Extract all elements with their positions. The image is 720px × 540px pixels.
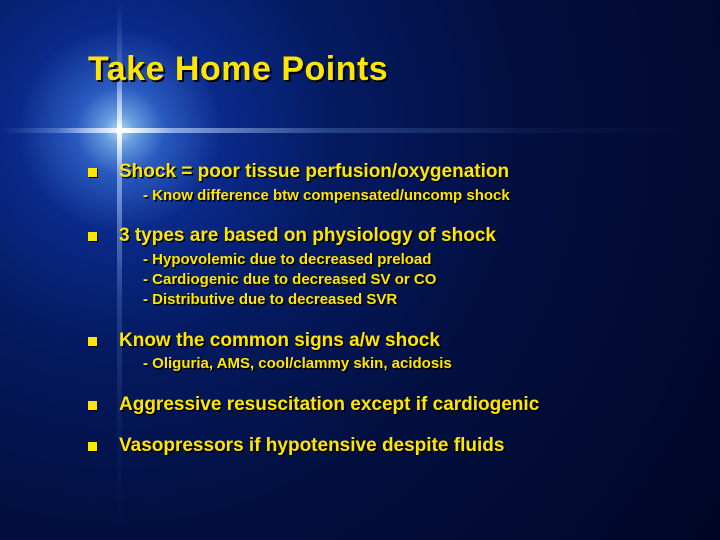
- bullet-square-icon: [88, 337, 97, 346]
- slide: Take Home Points Shock = poor tissue per…: [0, 0, 720, 540]
- bullet-square-icon: [88, 401, 97, 410]
- bullet-item: Aggressive resuscitation except if cardi…: [88, 393, 668, 417]
- sub-bullet: - Know difference btw compensated/uncomp…: [143, 186, 668, 206]
- bullet-text: 3 types are based on physiology of shock: [119, 224, 496, 248]
- bullet-text: Aggressive resuscitation except if cardi…: [119, 393, 539, 417]
- bullet-item: Vasopressors if hypotensive despite flui…: [88, 434, 668, 458]
- slide-body: Shock = poor tissue perfusion/oxygenatio…: [88, 160, 668, 476]
- slide-title: Take Home Points: [88, 50, 388, 89]
- bullet-square-icon: [88, 168, 97, 177]
- bullet-item: Shock = poor tissue perfusion/oxygenatio…: [88, 160, 668, 206]
- bullet-item: 3 types are based on physiology of shock…: [88, 224, 668, 311]
- bullet-text: Vasopressors if hypotensive despite flui…: [119, 434, 504, 458]
- bullet-text: Know the common signs a/w shock: [119, 329, 440, 353]
- sub-bullet: - Hypovolemic due to decreased preload -…: [143, 250, 668, 311]
- bullet-text: Shock = poor tissue perfusion/oxygenatio…: [119, 160, 509, 184]
- sub-bullet: - Oliguria, AMS, cool/clammy skin, acido…: [143, 354, 668, 374]
- lens-flare-horizontal: [0, 128, 720, 133]
- bullet-square-icon: [88, 232, 97, 241]
- bullet-item: Know the common signs a/w shock - Oligur…: [88, 329, 668, 375]
- bullet-square-icon: [88, 442, 97, 451]
